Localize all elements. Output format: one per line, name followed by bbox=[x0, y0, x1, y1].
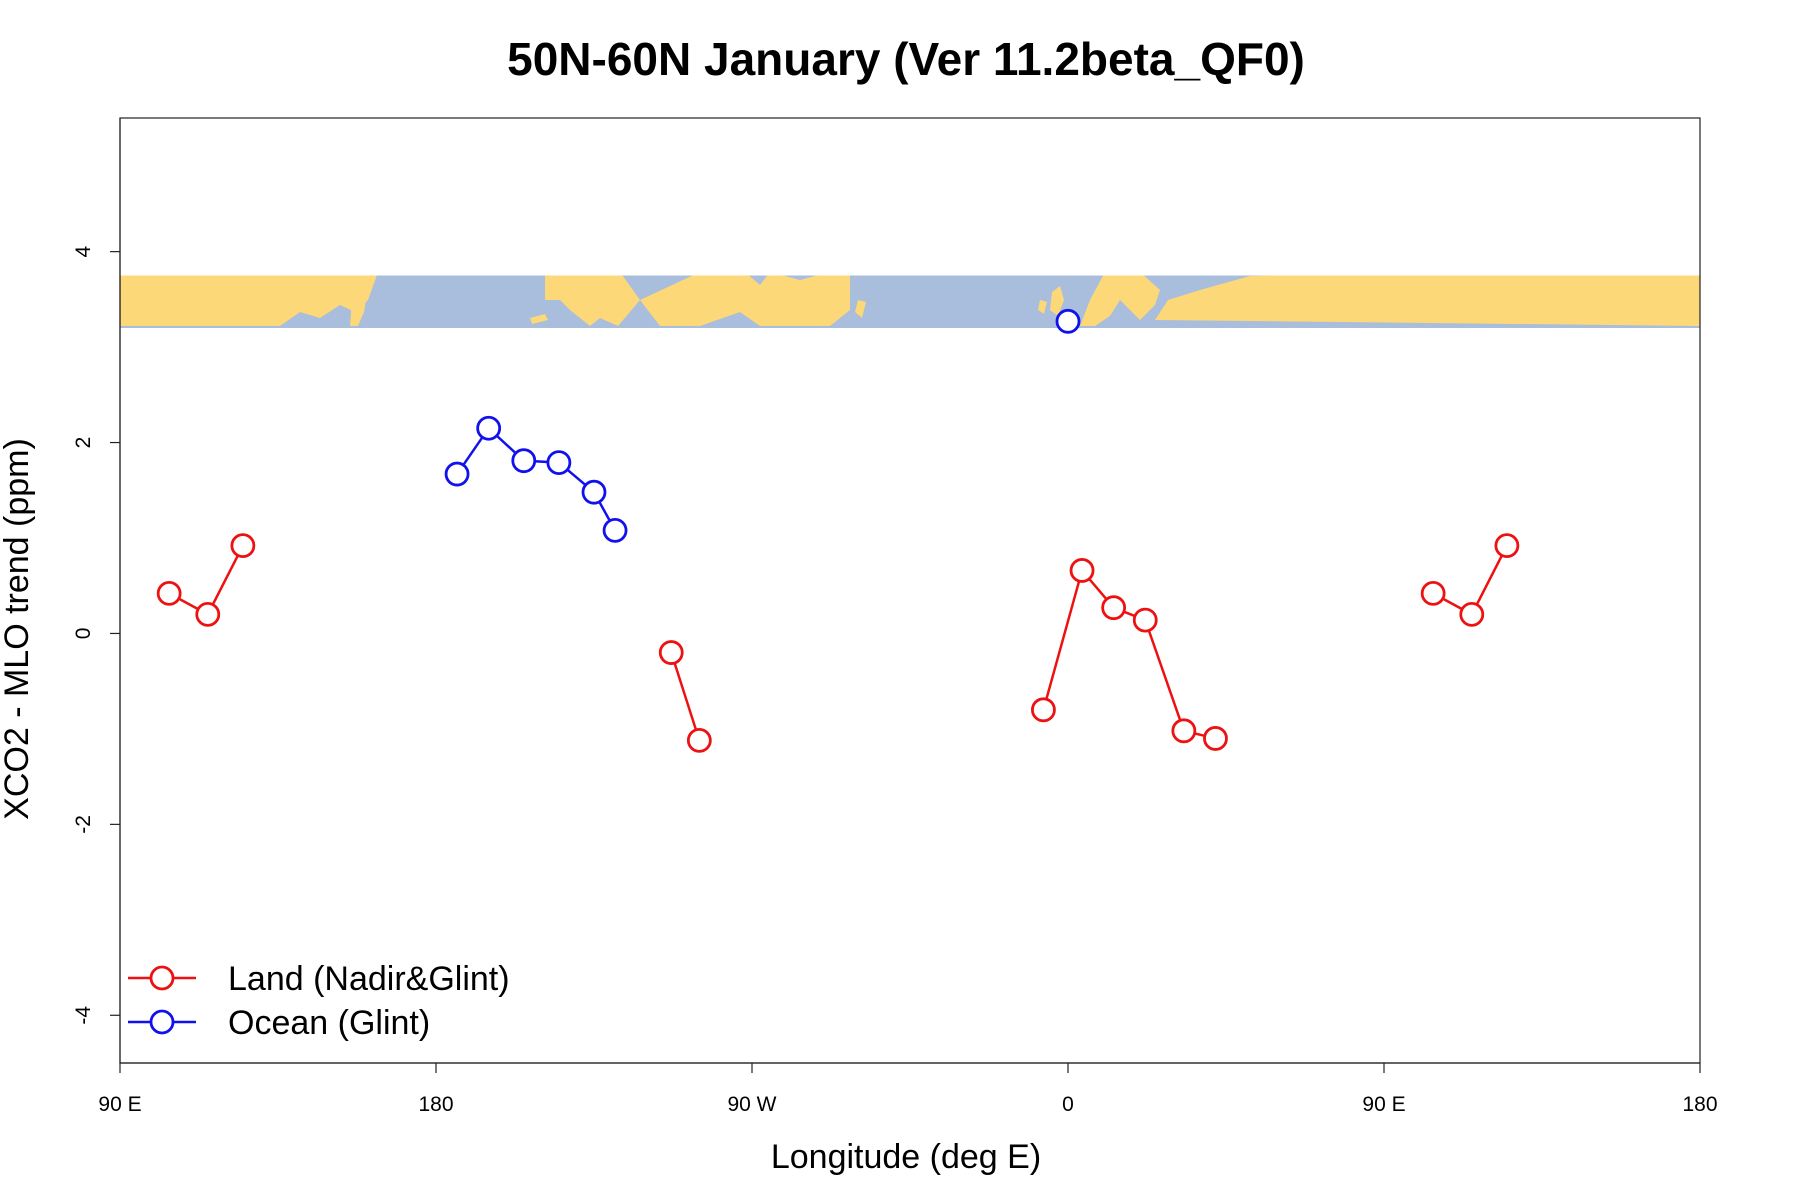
x-tick-label: 90 E bbox=[1362, 1093, 1405, 1116]
y-axis-label: XCO2 - MLO trend (ppm) bbox=[0, 438, 36, 820]
land-point bbox=[658, 640, 684, 665]
legend-land-label: Land (Nadir&Glint) bbox=[228, 960, 510, 998]
ocean-point bbox=[1055, 308, 1081, 334]
ocean-line-segment bbox=[456, 426, 617, 531]
land-point bbox=[1203, 726, 1228, 751]
land-point bbox=[1031, 697, 1056, 723]
x-tick-label: 180 bbox=[418, 1093, 453, 1116]
ocean-point bbox=[581, 479, 607, 505]
land-newfoundland bbox=[855, 300, 866, 318]
world-map-band bbox=[120, 275, 1700, 328]
land-hudson-east bbox=[790, 290, 805, 315]
ocean-point bbox=[444, 461, 470, 487]
legend: Land (Nadir&Glint) Ocean (Glint) bbox=[128, 960, 510, 1042]
land-eurasia-west bbox=[120, 275, 377, 326]
legend-ocean-label: Ocean (Glint) bbox=[228, 1004, 430, 1042]
land-alaska bbox=[545, 275, 640, 326]
land-point bbox=[1171, 718, 1197, 744]
land-point bbox=[1101, 595, 1127, 621]
y-tick-label: -2 bbox=[72, 815, 95, 834]
x-tick-label: 90 E bbox=[98, 1093, 141, 1116]
land-line-segment bbox=[670, 652, 701, 741]
land-point bbox=[230, 533, 256, 559]
ocean-point bbox=[546, 450, 572, 475]
series-land bbox=[156, 533, 1520, 753]
land-point bbox=[1494, 533, 1520, 559]
x-tick-label: 90 W bbox=[727, 1093, 776, 1116]
land-russia bbox=[1155, 275, 1700, 326]
land-point bbox=[1420, 580, 1446, 606]
y-tick-label: -4 bbox=[72, 1006, 95, 1025]
map-land bbox=[120, 275, 1700, 326]
x-axis-label: Longitude (deg E) bbox=[771, 1138, 1041, 1176]
land-line-segment bbox=[1042, 567, 1216, 740]
land-point bbox=[195, 601, 221, 627]
series-ocean bbox=[444, 308, 1081, 543]
land-point bbox=[156, 580, 182, 606]
y-tick-label: 0 bbox=[72, 628, 95, 640]
land-point bbox=[1459, 601, 1485, 627]
ocean-point bbox=[602, 517, 628, 543]
ocean-point bbox=[511, 448, 537, 474]
x-axis: 90 E 180 90 W 0 90 E 180 bbox=[98, 1062, 1718, 1116]
x-tick-label: 180 bbox=[1682, 1093, 1717, 1116]
ocean-point bbox=[476, 415, 502, 441]
x-tick-label: 0 bbox=[1062, 1093, 1074, 1116]
land-point bbox=[1069, 558, 1095, 583]
y-tick-label: 4 bbox=[72, 245, 95, 257]
land-point bbox=[1132, 607, 1158, 633]
chart-title: 50N-60N January (Ver 11.2beta_QF0) bbox=[507, 33, 1305, 85]
legend-ocean-marker bbox=[149, 1009, 175, 1035]
land-point bbox=[686, 727, 712, 753]
land-aleutians bbox=[530, 314, 548, 324]
land-uk bbox=[1050, 286, 1064, 316]
land-scandinavia bbox=[1080, 275, 1160, 326]
land-kamchatka bbox=[350, 285, 368, 326]
legend-land-marker bbox=[149, 965, 175, 991]
land-ireland bbox=[1038, 300, 1047, 314]
series-layer bbox=[156, 308, 1520, 753]
plot-frame bbox=[119, 117, 1701, 1064]
y-tick-label: 2 bbox=[72, 437, 95, 449]
y-axis: 4 2 0 -2 -4 bbox=[72, 118, 121, 1063]
